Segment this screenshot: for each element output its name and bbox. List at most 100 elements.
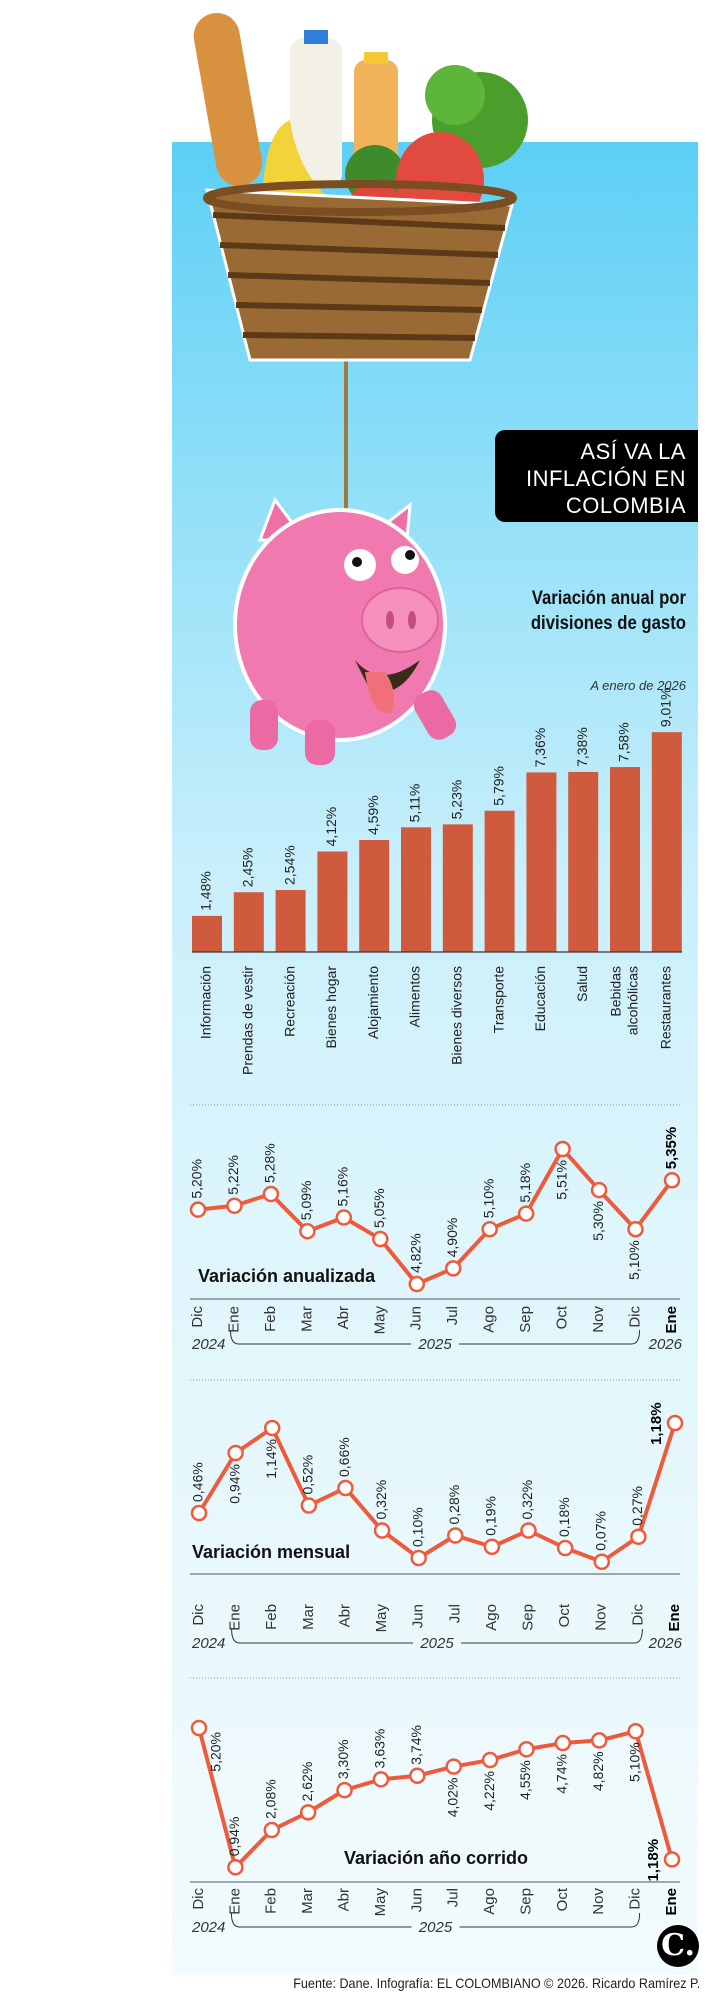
bar-category-label: Transporte <box>490 966 506 1033</box>
line-chart-title: Variación mensual <box>192 1542 350 1562</box>
data-label: 5,35% <box>663 1127 680 1170</box>
bar-category-label: Alimentos <box>407 966 423 1027</box>
year-label: 2025 <box>417 1336 452 1353</box>
month-label: Jun <box>408 1888 425 1912</box>
data-point <box>447 1527 464 1544</box>
month-label: Dic <box>190 1604 207 1626</box>
month-label: Jun <box>410 1604 427 1628</box>
data-label: 5,10% <box>626 1742 642 1782</box>
month-label: Ene <box>663 1888 680 1916</box>
year-label: 2025 <box>419 1635 454 1652</box>
month-label: May <box>372 1888 389 1917</box>
data-label: 0,28% <box>446 1485 462 1525</box>
bar-value-label: 2,54% <box>281 845 297 885</box>
month-label: Dic <box>627 1888 644 1910</box>
data-label: 0,32% <box>373 1480 389 1520</box>
bar-value-label: 4,12% <box>323 807 339 847</box>
bar-category-label: Alojamiento <box>365 966 381 1039</box>
month-label: Abr <box>336 1888 353 1911</box>
bar-value-label: 7,38% <box>574 727 590 767</box>
bar-value-label: 7,58% <box>616 722 632 762</box>
data-label: 5,22% <box>225 1155 241 1195</box>
month-label: Ene <box>666 1604 683 1632</box>
month-label: May <box>373 1604 390 1633</box>
data-label: 2,62% <box>299 1762 315 1802</box>
line-chart-title: Variación año corrido <box>344 1848 528 1868</box>
bar-value-label: 4,59% <box>365 795 381 835</box>
bar-value-label: 5,23% <box>449 780 465 820</box>
data-label: 4,22% <box>481 1771 497 1811</box>
month-label: Mar <box>299 1888 316 1914</box>
data-point <box>372 1771 390 1788</box>
month-label: Abr <box>335 1306 352 1329</box>
data-point <box>337 1479 354 1497</box>
data-point <box>590 1732 608 1749</box>
year-label: 2026 <box>648 1336 683 1353</box>
month-label: Dic <box>190 1888 207 1910</box>
data-point <box>410 1549 427 1567</box>
month-label: Dic <box>627 1306 644 1328</box>
data-label: 5,30% <box>590 1201 606 1241</box>
data-point <box>663 1851 681 1868</box>
data-label: 0,94% <box>226 1817 242 1857</box>
data-point <box>444 1260 462 1277</box>
data-point <box>262 1185 280 1203</box>
data-point <box>627 1723 644 1740</box>
month-label: Mar <box>298 1306 315 1332</box>
data-label: 4,02% <box>444 1778 460 1818</box>
data-point <box>590 1181 608 1199</box>
year-bracket <box>229 1329 641 1345</box>
month-label: Dic <box>189 1306 206 1328</box>
data-label: 0,27% <box>629 1486 645 1526</box>
bar-category-label: Prendas de vestir <box>240 966 256 1075</box>
month-label: Ene <box>225 1306 242 1333</box>
data-label: 5,28% <box>262 1143 278 1183</box>
title-line: ASÍ VA LA <box>580 439 686 464</box>
month-label: Feb <box>263 1604 280 1630</box>
data-label: 5,18% <box>517 1163 533 1203</box>
month-label: Sep <box>517 1888 534 1915</box>
data-point <box>226 1197 243 1215</box>
data-label: 0,10% <box>409 1507 425 1547</box>
bar <box>192 915 222 952</box>
bar-category-label: Bienes diversos <box>449 966 465 1065</box>
bar-category-label: Bebidas <box>608 966 624 1017</box>
data-label: 1,18% <box>648 1402 665 1445</box>
grocery-basket-icon <box>193 12 528 362</box>
year-label: 2026 <box>648 1635 683 1652</box>
data-label: 1,18% <box>645 1839 662 1882</box>
year-label: 2024 <box>191 1919 225 1936</box>
month-label: Oct <box>554 1305 571 1329</box>
data-point <box>372 1230 389 1248</box>
data-label: 2,08% <box>262 1779 278 1819</box>
data-label: 5,20% <box>189 1159 205 1199</box>
data-label: 5,20% <box>208 1732 224 1772</box>
data-label: 5,51% <box>553 1160 569 1200</box>
data-point <box>483 1538 501 1555</box>
data-point <box>190 1504 208 1522</box>
month-label: Sep <box>517 1306 534 1333</box>
data-point <box>190 1719 208 1737</box>
bar <box>233 892 264 952</box>
month-label: Jul <box>446 1604 463 1623</box>
title-line: COLOMBIA <box>565 493 686 518</box>
year-bracket <box>231 1628 643 1644</box>
data-label: 0,32% <box>519 1480 535 1520</box>
month-label: Jun <box>408 1306 425 1330</box>
data-point <box>481 1751 499 1769</box>
bar-value-label: 7,36% <box>532 728 548 768</box>
month-label: Ene <box>227 1604 244 1631</box>
data-point <box>335 1209 353 1226</box>
bar-chart-title: Variación anual por divisiones de gasto <box>530 588 686 634</box>
month-label: Oct <box>554 1887 571 1911</box>
data-label: 0,46% <box>190 1462 206 1502</box>
month-label: Sep <box>520 1604 537 1631</box>
data-label: 4,74% <box>554 1754 570 1794</box>
data-point <box>593 1553 611 1570</box>
month-label: Feb <box>262 1306 279 1332</box>
data-point <box>409 1767 426 1784</box>
data-point <box>263 1821 281 1839</box>
bar <box>484 810 515 952</box>
data-label: 5,09% <box>298 1180 314 1220</box>
data-point <box>227 1859 244 1876</box>
